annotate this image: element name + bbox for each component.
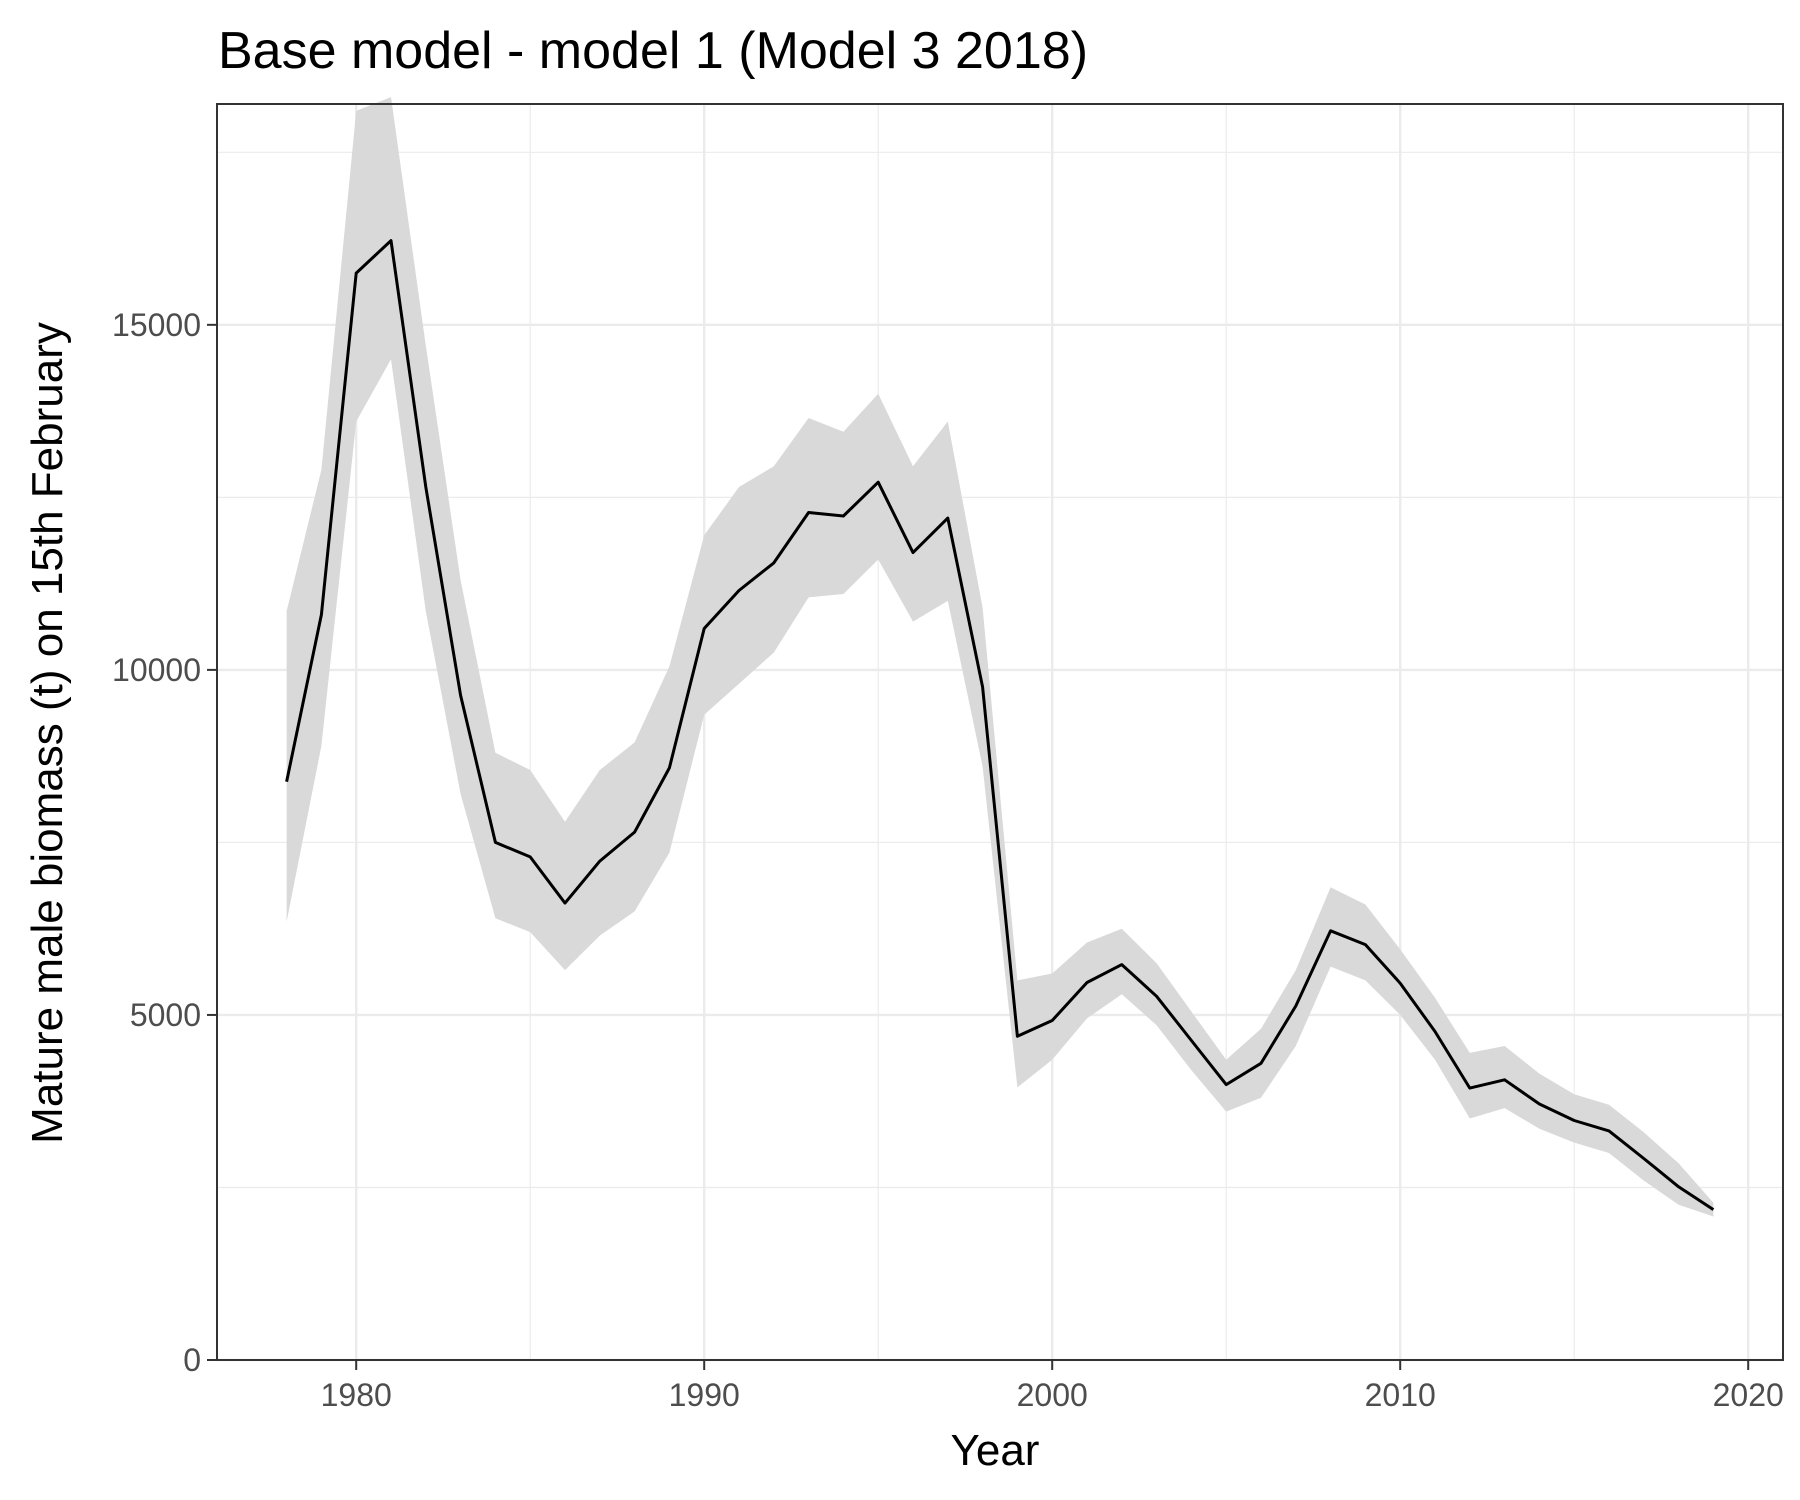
chart-title: Base model - model 1 (Model 3 2018) — [218, 22, 1088, 80]
x-tick-label: 2000 — [1017, 1377, 1088, 1413]
x-tick-label: 1990 — [669, 1377, 740, 1413]
x-tick-label: 1980 — [321, 1377, 392, 1413]
x-tick-label: 2020 — [1713, 1377, 1784, 1413]
panel-border — [216, 103, 1784, 1361]
y-tick-label: 10000 — [112, 652, 201, 688]
y-tick-label: 0 — [183, 1342, 201, 1378]
x-tick-label: 2010 — [1365, 1377, 1436, 1413]
y-axis-title: Mature male biomass (t) on 15th February — [23, 322, 72, 1144]
y-tick-label: 5000 — [130, 997, 201, 1033]
y-axis: 0 5000 10000 15000 — [112, 307, 217, 1378]
biomass-line — [285, 239, 1715, 1211]
x-axis-title: Year — [951, 1426, 1040, 1475]
y-tick-label: 15000 — [112, 307, 201, 343]
x-axis: 1980 1990 2000 2010 2020 — [321, 1360, 1784, 1413]
confidence-band — [286, 97, 1714, 1217]
